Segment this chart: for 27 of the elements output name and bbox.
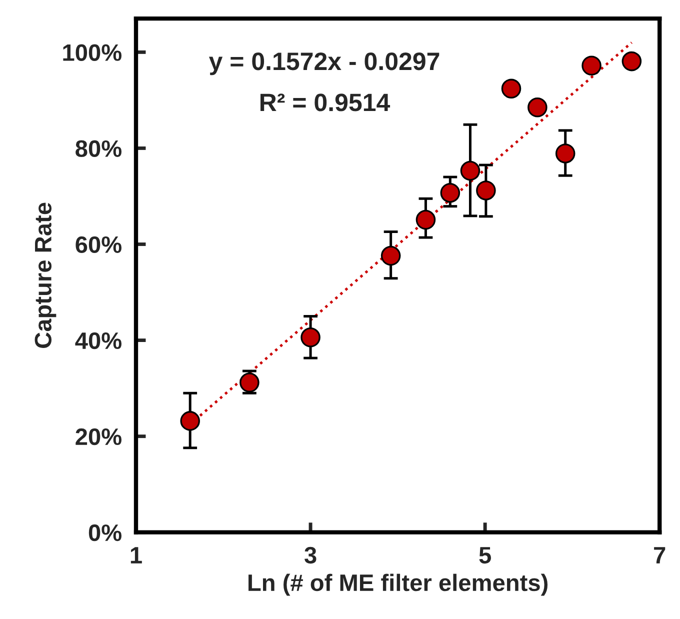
point — [528, 98, 548, 118]
point — [300, 328, 320, 348]
point — [240, 372, 260, 392]
point — [582, 56, 602, 76]
y-tick-label: 80% — [76, 140, 122, 157]
y-tick-label: 40% — [75, 332, 122, 350]
point — [501, 78, 522, 99]
x-tick-label: 5 — [479, 547, 491, 564]
point — [416, 210, 436, 230]
point — [440, 182, 460, 203]
point — [555, 144, 576, 164]
point — [180, 411, 200, 431]
annotation: y = 0.1572x - 0.0297 — [208, 52, 440, 76]
point — [380, 246, 401, 266]
point — [476, 180, 496, 200]
x-axis-title: Ln (# of ME filter elements) — [248, 574, 548, 596]
y-tick-label: 0% — [88, 524, 122, 542]
y-tick-label: 100% — [63, 44, 122, 61]
annotation: R² = 0.9514 — [260, 94, 390, 112]
y-tick-label: 20% — [76, 428, 122, 446]
point — [622, 51, 642, 72]
y-axis-title: Capture Rate — [34, 202, 56, 348]
x-tick-label: 3 — [304, 546, 316, 564]
y-tick-label: 60% — [76, 236, 122, 254]
x-tick-label: 7 — [654, 547, 666, 564]
x-tick-label: 1 — [130, 547, 142, 564]
point — [460, 160, 480, 181]
